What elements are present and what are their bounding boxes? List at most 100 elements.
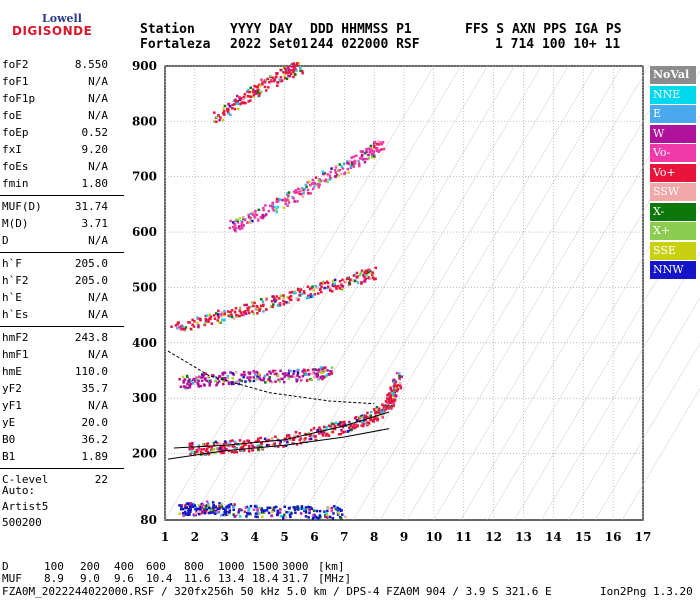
echo-point <box>292 62 296 65</box>
echo-point <box>201 503 204 507</box>
echo-point <box>187 380 190 384</box>
echo-point <box>227 112 230 115</box>
echo-point <box>257 208 261 212</box>
echo-point <box>223 310 226 313</box>
echo-point <box>393 398 397 402</box>
echo-point <box>243 92 247 96</box>
echo-point <box>325 373 329 377</box>
echo-point <box>260 511 264 514</box>
header-row2-station: Fortaleza <box>140 37 211 52</box>
echo-point <box>221 318 224 322</box>
echo-point <box>287 194 290 197</box>
echo-point <box>327 506 330 510</box>
echo-point <box>233 317 236 320</box>
echo-point <box>184 506 187 510</box>
echo-point <box>242 370 246 374</box>
echo-point <box>216 319 220 322</box>
echo-point <box>314 284 317 288</box>
param-name: foEp <box>2 126 29 139</box>
echo-point <box>252 376 255 379</box>
echo-point <box>259 304 263 308</box>
echo-point <box>288 297 291 300</box>
echo-point <box>337 284 340 288</box>
echo-point <box>177 321 180 324</box>
echo-point <box>189 327 193 331</box>
echo-point <box>278 304 282 307</box>
echo-point <box>226 374 230 378</box>
echo-point <box>375 149 379 153</box>
x-tick-label: 13 <box>515 530 532 544</box>
echo-point <box>220 503 223 506</box>
echo-point <box>324 434 328 437</box>
echo-point <box>286 195 290 199</box>
echo-point <box>253 373 257 376</box>
echo-point <box>195 508 198 511</box>
echo-point <box>188 380 191 383</box>
echo-point <box>200 373 204 376</box>
echo-point <box>195 376 198 379</box>
echo-point <box>284 69 288 72</box>
echo-point <box>241 446 245 449</box>
echo-point <box>244 312 248 315</box>
echo-point <box>308 508 311 512</box>
echo-point <box>337 511 340 515</box>
echo-point <box>240 508 243 512</box>
echo-point <box>247 440 251 443</box>
echo-point <box>364 277 368 281</box>
echo-point <box>377 143 381 146</box>
x-tick-label: 15 <box>575 530 592 544</box>
echo-point <box>380 408 384 412</box>
footer-d-cell: 3000 <box>282 560 309 573</box>
echo-point <box>228 312 232 316</box>
echo-point <box>186 382 189 386</box>
echo-point <box>214 511 217 514</box>
echo-point <box>335 287 338 290</box>
echo-point <box>263 374 267 378</box>
oblique-guideline <box>218 65 488 521</box>
echo-point <box>220 311 223 314</box>
echo-point <box>233 442 237 445</box>
echo-point <box>238 314 241 318</box>
echo-point <box>242 313 245 317</box>
echo-point <box>330 366 334 369</box>
echo-point <box>387 392 391 395</box>
echo-point <box>380 411 383 414</box>
echo-point <box>339 516 343 520</box>
echo-point <box>304 506 308 509</box>
echo-point <box>181 325 185 328</box>
echo-point <box>252 95 255 98</box>
echo-point <box>188 382 191 385</box>
echo-point <box>352 424 355 427</box>
echo-point <box>288 74 292 78</box>
echo-point <box>193 380 197 383</box>
echo-point <box>256 308 260 312</box>
echo-point <box>302 188 305 192</box>
echo-point <box>257 94 261 97</box>
echo-point <box>232 225 235 229</box>
echo-point <box>325 280 329 284</box>
echo-point <box>210 449 214 453</box>
echo-point <box>283 74 286 77</box>
echo-point <box>182 514 185 517</box>
echo-point <box>217 510 221 514</box>
echo-point <box>338 507 342 511</box>
echo-point <box>371 276 375 280</box>
footer-d-cell: D <box>2 560 9 573</box>
echo-point <box>246 94 250 98</box>
y-tick-label: 400 <box>132 336 157 350</box>
echo-point <box>311 514 315 517</box>
echo-point <box>297 62 301 65</box>
echo-point <box>258 309 261 312</box>
echo-point <box>329 170 332 174</box>
echo-point <box>278 511 282 514</box>
echo-point <box>373 141 377 145</box>
echo-point <box>284 444 288 448</box>
echo-point <box>231 377 235 380</box>
echo-point <box>319 366 323 369</box>
echo-point <box>334 166 338 169</box>
echo-point <box>391 391 394 395</box>
echo-point <box>281 198 284 202</box>
echo-point <box>217 442 221 445</box>
echo-point <box>330 290 334 293</box>
echo-point <box>394 380 398 384</box>
